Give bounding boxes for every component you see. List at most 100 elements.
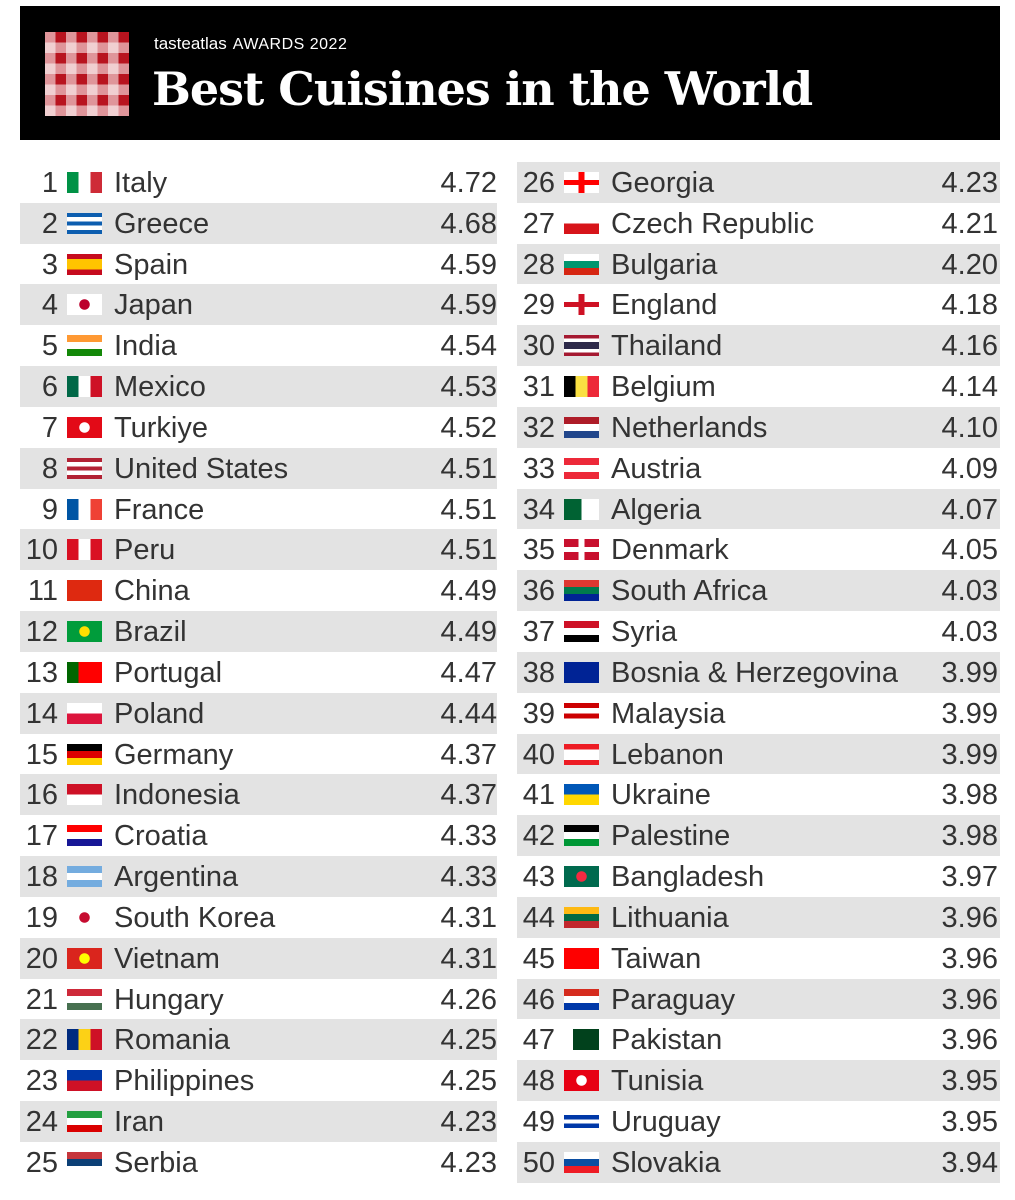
score: 4.51 [440,534,497,567]
table-row: 47 Pakistan 3.96 [517,1019,1000,1060]
country-name: Argentina [114,861,239,894]
rank: 42 [522,820,555,853]
tunisia-flag-icon [564,1070,599,1092]
score: 4.05 [941,534,998,567]
philippines-flag-icon [67,1070,102,1092]
rank: 18 [25,861,58,894]
page-title: Best Cuisines in the World [152,62,813,116]
rank: 49 [522,1106,555,1139]
iran-flag-icon [67,1111,102,1133]
rank: 25 [25,1146,58,1179]
rank: 34 [522,493,555,526]
lithuania-flag-icon [564,906,599,928]
united-states-flag-icon [67,457,102,479]
country-name: Paraguay [611,983,736,1016]
rank: 13 [25,656,58,689]
score: 4.16 [941,330,998,363]
score: 3.98 [941,820,998,853]
japan-flag-icon [67,294,102,316]
paraguay-flag-icon [564,988,599,1010]
country-name: Vietnam [114,942,220,975]
table-row: 21 Hungary 4.26 [20,979,497,1020]
score: 3.94 [941,1146,998,1179]
header-banner: tasteatlas AWARDS 2022 Best Cuisines in t… [20,6,1000,140]
score: 4.20 [941,248,998,281]
score: 4.47 [440,656,497,689]
score: 3.99 [941,697,998,730]
brazil-flag-icon [67,621,102,643]
algeria-flag-icon [564,498,599,520]
score: 4.07 [941,493,998,526]
south-africa-flag-icon [564,580,599,602]
poland-flag-icon [67,702,102,724]
rank: 8 [41,452,58,485]
rank: 26 [522,167,555,199]
country-name: Mexico [114,371,206,404]
country-name: Serbia [114,1146,198,1179]
table-row: 40 Lebanon 3.99 [517,733,1000,775]
brand-line: tasteatlas AWARDS 2022 [154,34,347,54]
table-row: 46 Paraguay 3.96 [517,978,1000,1020]
spain-flag-icon [67,253,102,275]
rank: 38 [522,656,555,689]
table-row: 12 Brazil 4.49 [20,611,497,652]
hungary-flag-icon [67,988,102,1010]
rank: 33 [522,452,555,485]
rank: 6 [41,371,58,404]
rank: 19 [25,901,58,934]
table-row: 17 Croatia 4.33 [20,815,497,856]
score: 4.49 [440,616,497,649]
country-name: Romania [114,1024,231,1057]
rank: 28 [522,248,555,281]
table-row: 32 Netherlands 4.10 [517,406,1000,448]
country-name: Bosnia & Herzegovina [611,656,898,689]
table-row: 48 Tunisia 3.95 [517,1060,1000,1102]
score: 3.96 [941,942,998,975]
table-row: 20 Vietnam 4.31 [20,937,497,979]
rank: 17 [25,820,58,853]
country-name: South Korea [114,901,276,934]
china-flag-icon [67,580,102,602]
rank: 11 [27,575,58,608]
score: 3.96 [941,901,998,934]
table-row: 15 Germany 4.37 [20,734,497,775]
table-row: 44 Lithuania 3.96 [517,896,1000,938]
denmark-flag-icon [564,539,599,561]
thailand-flag-icon [564,335,599,357]
table-row: 3 Spain 4.59 [20,244,497,285]
country-name: Netherlands [611,411,768,444]
score: 4.03 [941,575,998,608]
rank: 20 [25,942,58,975]
score: 4.26 [440,983,497,1016]
table-row: 13 Portugal 4.47 [20,652,497,693]
table-row: 5 India 4.54 [20,325,497,366]
country-name: Georgia [611,167,715,199]
score: 3.97 [941,861,998,894]
country-name: Greece [114,207,210,240]
rank: 50 [522,1146,555,1179]
country-name: Syria [611,616,678,649]
score: 4.72 [440,167,497,199]
table-row: 10 Peru 4.51 [20,529,497,571]
table-row: 11 China 4.49 [20,570,497,611]
czech-republic-flag-icon [564,212,599,234]
table-row: 38 Bosnia & Herzegovina 3.99 [517,651,1000,693]
score: 4.21 [941,207,998,240]
rank: 1 [41,167,58,199]
country-name: Philippines [114,1065,255,1098]
georgia-flag-icon [564,172,599,193]
table-row: 22 Romania 4.25 [20,1019,497,1061]
country-name: Algeria [611,493,702,526]
england-flag-icon [564,294,599,316]
rank: 46 [522,983,555,1016]
table-row: 14 Poland 4.44 [20,692,497,734]
country-name: Tunisia [611,1065,704,1098]
awards-label: AWARDS 2022 [232,36,348,53]
table-row: 9 France 4.51 [20,489,497,530]
rank: 9 [41,493,58,526]
country-name: Peru [114,534,176,567]
country-name: Belgium [611,371,716,404]
country-name: United States [114,452,289,485]
country-name: Uruguay [611,1106,721,1139]
country-name: Spain [114,248,189,281]
